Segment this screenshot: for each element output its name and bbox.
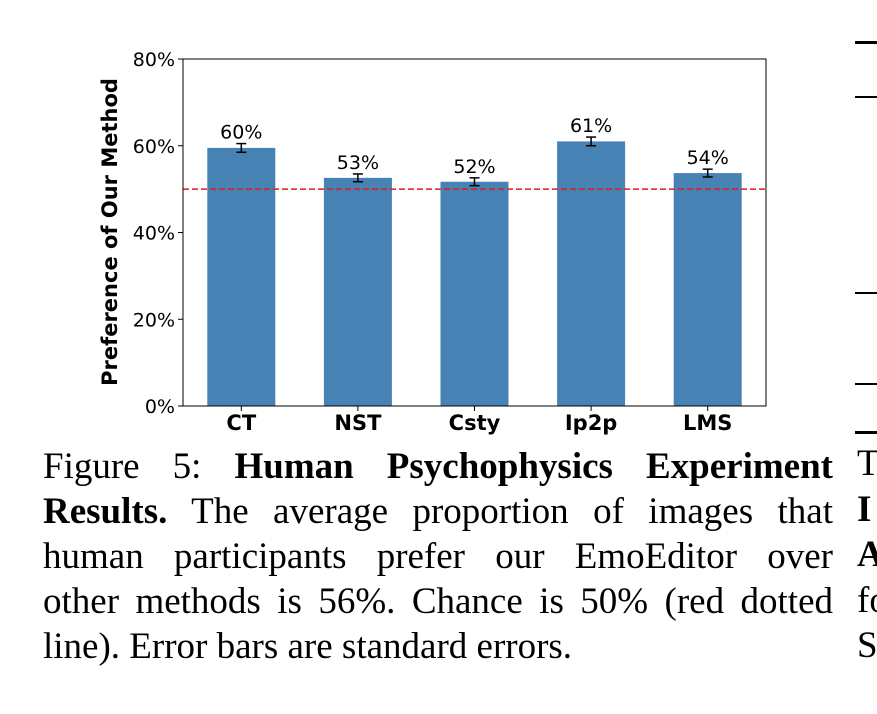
y-tick-label: 0% (145, 396, 175, 418)
caption-title: Human Psychophysics Experiment (234, 446, 833, 487)
caption-line-4: other methods is 56%. Chance is 50% (red… (43, 581, 833, 622)
bar (673, 173, 742, 406)
x-tick-label: Csty (449, 411, 501, 435)
caption-text-2: The average proportion of images that (167, 491, 833, 532)
fragment-text: S (857, 625, 877, 666)
caption-line-1: Figure 5: Human Psychophysics Experiment (43, 444, 833, 489)
caption-figure-number: Figure 5: (43, 446, 235, 487)
table-rule (855, 431, 877, 434)
plot-frame (182, 58, 767, 407)
y-tick-label: 40% (133, 223, 175, 245)
data-label: 60% (220, 122, 262, 144)
data-label: 61% (570, 115, 612, 137)
table-rule (855, 41, 877, 44)
table-rule (855, 383, 877, 385)
adjacent-column-fragment: T I A fo S (855, 0, 877, 714)
data-label: 54% (687, 147, 729, 169)
x-tick-label: NST (334, 411, 382, 435)
fragment-text: fo (857, 580, 877, 621)
table-rule (855, 292, 877, 294)
caption-line-2: Results. The average proportion of image… (43, 489, 833, 534)
bar-chart: 60% CT 53% NST 52% Csty 61% Ip2p 54% LMS 0% 20% 40% 6… (98, 49, 767, 435)
table-rule (855, 96, 877, 98)
x-tick-label: LMS (683, 411, 732, 435)
bar (557, 141, 626, 406)
y-tick-label: 20% (133, 309, 175, 331)
bar (323, 177, 392, 406)
y-tick-label: 80% (133, 49, 175, 71)
x-tick-label: Ip2p (565, 411, 618, 435)
bar (440, 181, 509, 406)
figure-caption: Figure 5: Human Psychophysics Experiment… (43, 444, 833, 669)
bar (207, 147, 276, 406)
caption-title-cont: Results. (43, 491, 168, 532)
fragment-text: A (857, 534, 877, 575)
data-label: 52% (453, 156, 495, 178)
caption-line-5: line). Error bars are standard errors. (43, 626, 573, 667)
y-tick-label: 60% (133, 136, 175, 158)
x-tick-label: CT (226, 411, 256, 435)
data-label: 53% (337, 152, 379, 174)
fragment-text: I (857, 489, 872, 530)
y-axis-label: Preference of Our Method (98, 78, 122, 386)
caption-line-3: human participants prefer our EmoEditor … (43, 536, 833, 577)
fragment-text: T (857, 443, 877, 484)
